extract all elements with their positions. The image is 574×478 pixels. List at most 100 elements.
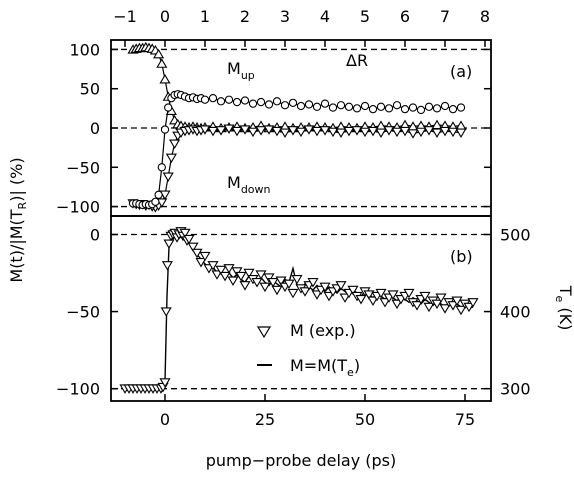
panel-b-point-m-exp xyxy=(423,302,435,313)
panel-a-point-delta-r xyxy=(368,104,378,114)
panel-a-point-m-down xyxy=(423,126,435,136)
bottom-x-tick-label: 75 xyxy=(455,410,475,429)
panel-a-point-delta-r xyxy=(328,103,338,112)
panel-a-ticks: −1 0 1 2 3 4 5 6 7 8 100 50 0 −50 −100 xyxy=(56,7,491,217)
panel-a-point-m-down xyxy=(199,125,211,135)
panel-b-point-m-exp xyxy=(271,285,283,296)
panel-b-y2-tick-label: 400 xyxy=(500,303,531,322)
panel-a-point-m-down xyxy=(343,126,355,137)
panel-b-point-m-exp xyxy=(291,274,303,285)
panel-a-point-delta-r xyxy=(296,101,306,111)
panel-b-data xyxy=(119,227,479,394)
top-x-tick-label: 4 xyxy=(320,7,330,26)
panel-a-point-delta-r xyxy=(392,101,402,110)
panel-a-point-m-down xyxy=(207,126,219,137)
panel-a-y-tick-label: −50 xyxy=(66,158,100,177)
panel-a-point-m-down xyxy=(391,127,403,138)
top-x-tick-label: 1 xyxy=(200,7,210,26)
panel-b-point-m-exp xyxy=(411,301,423,311)
panel-a-point-m-down xyxy=(162,172,174,182)
panel-b-point-m-exp xyxy=(319,282,331,293)
panel-a-point-delta-r xyxy=(336,101,346,110)
panel-a-point-delta-r xyxy=(224,95,234,104)
panel-b-point-m-exp xyxy=(467,298,479,308)
panel-a-point-delta-r xyxy=(416,105,426,115)
panel-a-point-m-down xyxy=(295,127,307,138)
panel-b-point-m-exp xyxy=(191,248,203,259)
panel-a-point-delta-r xyxy=(208,93,218,103)
panel-a-point-m-down xyxy=(327,127,339,138)
panel-a-point-m-down xyxy=(169,139,181,149)
panel-a-point-delta-r xyxy=(280,101,290,110)
panel-a-point-m-down xyxy=(215,126,227,136)
panel-b-point-m-exp xyxy=(347,285,359,296)
top-x-tick-label: 7 xyxy=(440,7,450,26)
panel-b-y-tick-label: −100 xyxy=(56,380,100,399)
panel-a-point-delta-r xyxy=(272,97,282,106)
panel-b-point-m-exp xyxy=(387,290,399,300)
panel-b-point-m-exp xyxy=(195,258,207,268)
panel-b-point-m-exp xyxy=(311,290,323,300)
panel-a-y-tick-label: 50 xyxy=(80,80,100,99)
panel-b-point-m-exp xyxy=(363,290,375,300)
panel-b-point-m-exp xyxy=(219,271,231,282)
panel-a-point-m-down xyxy=(375,128,387,138)
panel-b-point-m-exp xyxy=(323,291,335,302)
panel-a-label: (a) xyxy=(450,62,472,81)
panel-a-point-delta-r xyxy=(200,95,210,104)
panel-b-point-m-exp xyxy=(275,276,287,286)
panel-a-point-m-down xyxy=(279,128,291,138)
panel-b-point-m-exp xyxy=(215,265,227,276)
panel-a-point-m-down xyxy=(255,126,267,136)
top-x-tick-label: 6 xyxy=(400,7,410,26)
panel-a-point-delta-r xyxy=(448,104,458,114)
panel-a-y-tick-label: 100 xyxy=(69,40,100,59)
panel-a-point-delta-r xyxy=(157,163,166,172)
panel-a-point-delta-r xyxy=(240,96,250,105)
panel-a-point-m-down xyxy=(455,128,467,138)
panel-b-point-m-exp xyxy=(447,301,459,311)
panel-b-point-m-exp xyxy=(403,288,415,299)
panel-b-point-m-exp xyxy=(263,273,275,283)
panel-a-point-delta-r xyxy=(440,101,450,111)
panel-b-point-m-exp xyxy=(159,378,171,388)
panel-b-point-m-exp xyxy=(283,279,295,290)
panel-a-point-m-up xyxy=(156,58,168,68)
panel-a-point-delta-r xyxy=(432,104,442,113)
panel-b-point-m-exp xyxy=(179,228,191,239)
panel-a-point-m-up xyxy=(153,48,165,59)
panel-a-y-tick-label: −100 xyxy=(56,198,100,217)
panel-b-point-m-exp xyxy=(187,242,199,253)
top-x-tick-label: 0 xyxy=(160,7,170,26)
panel-b-point-m-exp xyxy=(435,293,447,303)
y2-axis-title: Te (K) xyxy=(553,285,574,331)
panel-b-point-m-exp xyxy=(439,304,451,314)
panel-b-y-tick-label: −50 xyxy=(66,303,100,322)
panel-a-point-m-down xyxy=(311,126,323,137)
panel-a-point-delta-r xyxy=(320,99,330,108)
panel-b-point-m-exp xyxy=(355,295,367,305)
panel-b-point-m-exp xyxy=(243,268,255,279)
panel-a-point-m-down xyxy=(239,125,251,135)
panel-b-point-m-exp xyxy=(160,307,172,317)
panel-a-point-delta-r xyxy=(408,103,418,112)
panel-b-point-m-exp xyxy=(431,299,443,310)
panel-b-point-m-exp xyxy=(235,271,247,282)
panel-b-point-m-exp xyxy=(259,282,271,293)
panel-a-line-m-down xyxy=(132,128,462,209)
panel-b-point-m-exp xyxy=(379,298,391,308)
top-x-tick-label: −1 xyxy=(113,7,137,26)
panel-a-point-delta-r xyxy=(376,102,386,111)
panel-a-data xyxy=(127,41,467,213)
panel-b-point-m-exp xyxy=(223,264,235,274)
panel-b-y-tick-label: 0 xyxy=(90,226,100,245)
panel-a-point-delta-r xyxy=(164,103,173,112)
panel-a-point-delta-r xyxy=(264,100,274,109)
panel-b-y2-tick-label: 300 xyxy=(500,380,531,399)
panel-b-point-m-exp xyxy=(391,299,403,310)
panel-a-line-m-up xyxy=(132,46,462,129)
panel-a-point-m-up xyxy=(159,74,171,84)
panel-a-point-delta-r xyxy=(360,101,370,111)
panel-b-y2-tick-label: 500 xyxy=(500,226,531,245)
